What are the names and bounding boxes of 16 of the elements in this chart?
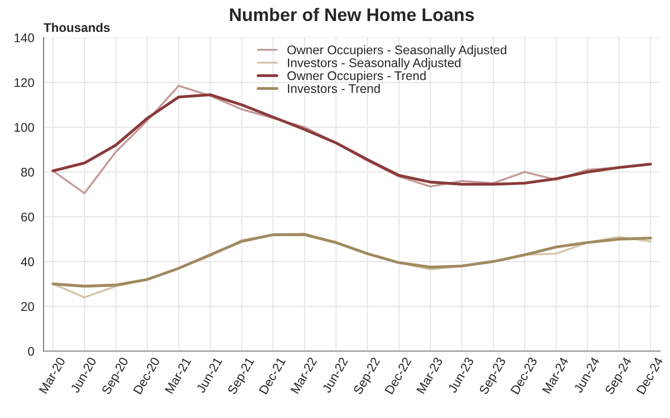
line-series <box>52 93 652 186</box>
legend-label: Owner Occupiers - Seasonally Adjusted <box>287 45 506 57</box>
legend-label: Investors - Seasonally Adjusted <box>288 58 460 70</box>
y-tick-label: 120 <box>14 78 34 88</box>
legend-label: Investors - Trend <box>288 84 380 94</box>
y-tick-label: 100 <box>14 122 34 132</box>
chart-title: Number of New Home Loans <box>230 8 474 22</box>
y-tick-label: 20 <box>21 302 34 311</box>
y-tick-label: 0 <box>28 346 34 356</box>
legend-label: Owner Occupiers - Trend <box>287 70 426 83</box>
y-axis-title: Thousands <box>44 22 110 32</box>
y-tick-label: 40 <box>20 257 34 266</box>
y-tick-label: 140 <box>14 33 34 42</box>
y-tick-label: 80 <box>21 168 34 177</box>
line-series <box>52 233 652 288</box>
y-tick-label: 60 <box>21 212 34 222</box>
